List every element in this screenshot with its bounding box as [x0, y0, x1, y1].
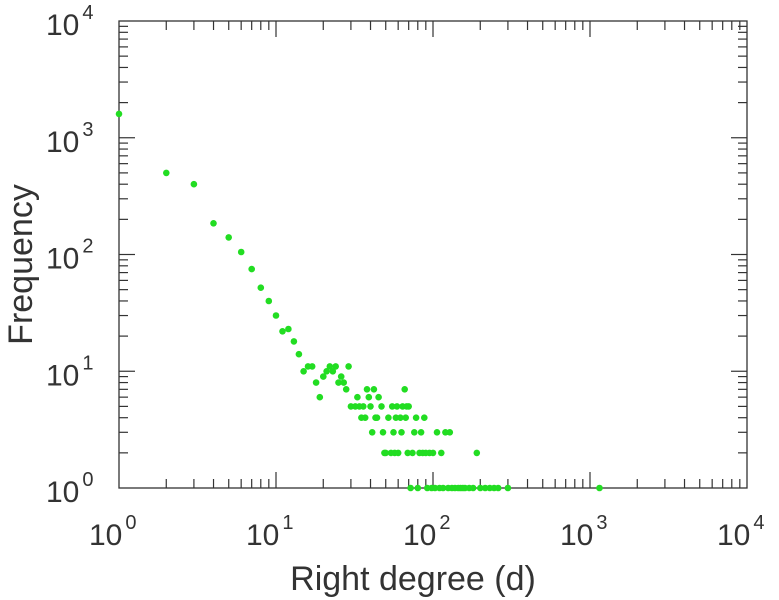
- data-point: [407, 484, 414, 492]
- data-point: [326, 363, 334, 370]
- data-point: [438, 449, 445, 457]
- axis-ticks: [119, 21, 747, 488]
- data-point: [210, 220, 217, 227]
- y-tick-labels: 10 0 10 1 10 2 10 3 10 4: [46, 2, 94, 509]
- data-point: [342, 386, 350, 393]
- data-point: [265, 297, 273, 305]
- data-point: [290, 338, 298, 345]
- data-point: [225, 234, 232, 241]
- x-tick-label-1: 10 1: [246, 512, 294, 552]
- data-point: [481, 484, 489, 492]
- plot-frame: [118, 20, 748, 489]
- data-point: [439, 484, 447, 492]
- y-axis-title: Frequency: [2, 184, 40, 345]
- data-point: [320, 373, 327, 380]
- data-point: [368, 429, 376, 436]
- x-axis-title: Right degree (d): [290, 560, 536, 598]
- data-point: [115, 110, 123, 118]
- data-point: [596, 484, 603, 492]
- data-point: [375, 393, 382, 401]
- data-point: [409, 449, 416, 457]
- y-tick-label-2: 10 2: [46, 236, 94, 276]
- data-point: [405, 403, 413, 410]
- data-point: [337, 373, 345, 380]
- data-point: [190, 180, 198, 188]
- y-tick-label-0: 10 0: [46, 469, 94, 509]
- data-point: [237, 248, 245, 256]
- data-point: [370, 386, 378, 393]
- data-point: [354, 393, 361, 401]
- data-point: [494, 484, 502, 492]
- data-point: [504, 484, 512, 492]
- data-point: [412, 414, 420, 422]
- data-point: [248, 265, 255, 273]
- data-point: [401, 386, 409, 393]
- data-point: [300, 368, 307, 375]
- data-point: [477, 484, 484, 492]
- data-point: [379, 429, 387, 436]
- data-point: [316, 393, 324, 401]
- data-point: [360, 403, 367, 410]
- data-point: [345, 363, 352, 370]
- data-point: [340, 379, 348, 386]
- data-point: [382, 449, 390, 457]
- data-point: [404, 449, 412, 457]
- data-point: [398, 429, 405, 436]
- data-point: [469, 484, 477, 492]
- data-point: [163, 169, 170, 177]
- y-tick-label-4: 10 4: [46, 2, 94, 42]
- data-point: [312, 379, 320, 386]
- x-tick-label-2: 10 2: [403, 512, 451, 552]
- data-point: [394, 449, 402, 457]
- data-point: [257, 284, 265, 292]
- data-point: [373, 414, 381, 422]
- data-point: [361, 414, 369, 422]
- data-point: [279, 328, 286, 335]
- x-tick-label-3: 10 3: [560, 512, 608, 552]
- data-point: [272, 312, 280, 319]
- data-point: [378, 403, 385, 410]
- y-tick-label-3: 10 3: [46, 119, 94, 159]
- data-point: [332, 363, 340, 370]
- data-point: [385, 414, 392, 422]
- data-point: [365, 393, 373, 401]
- data-point: [367, 403, 374, 410]
- data-point: [429, 449, 437, 457]
- data-point: [335, 379, 342, 386]
- x-tick-label-0: 10 0: [89, 512, 137, 552]
- data-point: [285, 325, 292, 333]
- data-point: [390, 429, 397, 436]
- data-point: [308, 363, 316, 370]
- data-points: [115, 110, 603, 492]
- data-point: [446, 429, 454, 436]
- data-point: [433, 429, 441, 436]
- data-point: [411, 429, 418, 436]
- data-point: [295, 350, 303, 358]
- data-point: [397, 414, 404, 422]
- data-point: [323, 368, 330, 375]
- x-tick-labels: 10 0 10 1 10 2 10 3 10 4: [89, 512, 765, 552]
- data-point: [417, 429, 425, 436]
- data-point: [329, 368, 337, 375]
- data-point: [414, 484, 422, 492]
- data-point: [402, 414, 410, 422]
- data-point: [473, 449, 481, 457]
- data-point: [393, 403, 401, 410]
- data-point: [388, 403, 396, 410]
- data-point: [421, 414, 428, 422]
- y-tick-label-1: 10 1: [46, 352, 94, 392]
- data-point: [363, 386, 371, 393]
- x-tick-label-4: 10 4: [717, 512, 765, 552]
